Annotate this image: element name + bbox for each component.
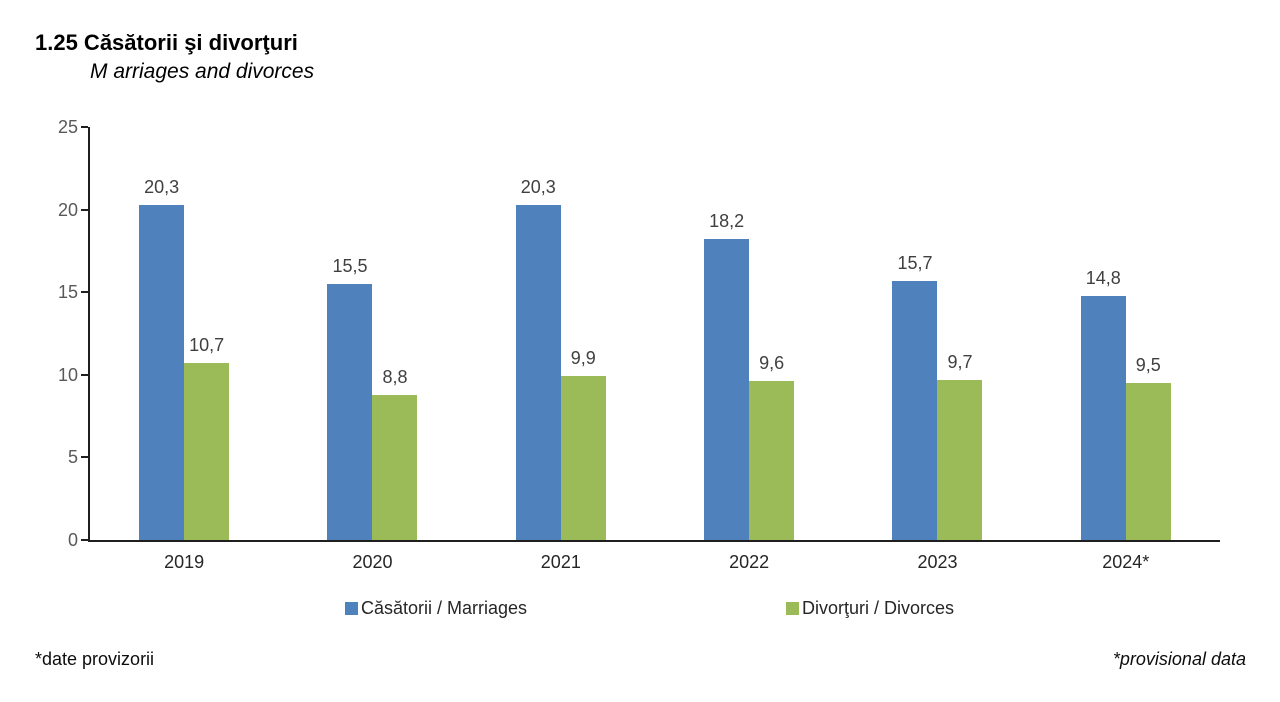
- value-label: 8,8: [382, 366, 408, 387]
- footnote-provisional-ro: *date provizorii: [35, 649, 155, 669]
- y-tick-mark: [81, 539, 88, 541]
- value-label: 14,8: [1085, 267, 1121, 288]
- bar-divorces: 10,7: [184, 335, 230, 540]
- y-tick-mark: [81, 456, 88, 459]
- bar-divorces: 9,9: [560, 348, 606, 540]
- legend: Căsătorii / Marriages Divorţuri / Divorc…: [0, 598, 1280, 622]
- y-tick-mark: [81, 126, 88, 128]
- y-tick-mark: [81, 208, 88, 211]
- bar-divorces: 9,5: [1125, 355, 1171, 540]
- x-tick-label: 2021: [540, 552, 581, 572]
- x-tick-label: 2024*: [1102, 552, 1150, 572]
- value-label: 20,3: [144, 176, 180, 197]
- x-tick-label: 2022: [729, 552, 770, 572]
- bar-marriages: 20,3: [515, 177, 561, 540]
- bar-group: 18,2 9,6 2022: [655, 127, 843, 572]
- footnote-provisional-en: *provisional data: [1112, 649, 1246, 669]
- y-tick-label: 0: [67, 530, 78, 550]
- y-tick-mark: [81, 373, 88, 376]
- legend-label-marriages: Căsătorii / Marriages: [361, 598, 528, 618]
- bar-group: 20,3 10,7 2019: [90, 127, 278, 572]
- bar-divorces: 9,7: [937, 352, 983, 540]
- chart-title: 1.25 Căsătorii şi divorţuri: [35, 30, 298, 55]
- bar-groups: 20,3 10,7 2019 15,5 8,8 2020 20,3 9,9 2021 18,2 9,…: [90, 127, 1220, 572]
- value-label: 9,5: [1135, 355, 1161, 376]
- value-label: 18,2: [709, 211, 745, 232]
- y-tick-label: 5: [67, 447, 78, 468]
- divorces-swatch-icon: [786, 602, 799, 615]
- chart-subtitle: M arriages and divorces: [90, 60, 315, 83]
- marriages-swatch-icon: [345, 602, 358, 615]
- y-tick-mark: [81, 291, 88, 294]
- x-tick-label: 2019: [164, 552, 205, 572]
- bar-marriages: 15,7: [892, 253, 938, 540]
- x-tick-label: 2023: [917, 552, 958, 572]
- value-label: 20,3: [520, 176, 556, 197]
- value-label: 10,7: [189, 335, 225, 356]
- footnotes: *date provizorii *provisional data: [35, 649, 1246, 670]
- bar-divorces: 8,8: [372, 367, 418, 540]
- value-label: 15,7: [897, 252, 933, 273]
- value-label: 9,6: [759, 353, 785, 374]
- y-tick-label: 20: [57, 199, 78, 220]
- legend-item-marriages: Căsătorii / Marriages: [345, 598, 527, 619]
- legend-item-divorces: Divorţuri / Divorces: [786, 598, 954, 619]
- bar-group: 14,8 9,5 2024*: [1032, 127, 1220, 572]
- legend-label-divorces: Divorţuri / Divorces: [802, 598, 955, 618]
- y-tick-label: 10: [57, 364, 78, 385]
- bar-group: 20,3 9,9 2021: [467, 127, 655, 572]
- bar-divorces: 9,6: [749, 353, 795, 540]
- value-label: 15,5: [332, 255, 368, 276]
- value-label: 9,9: [570, 348, 596, 369]
- bar-group: 15,5 8,8 2020: [278, 127, 466, 572]
- plot-area: 20,3 10,7 2019 15,5 8,8 2020 20,3 9,9 2021 18,2 9,…: [58, 117, 1220, 572]
- bar-marriages: 15,5: [327, 256, 373, 540]
- bar-marriages: 18,2: [704, 211, 750, 540]
- y-tick-label: 15: [57, 282, 78, 303]
- bar-group: 15,7 9,7 2023: [843, 127, 1031, 572]
- x-tick-label: 2020: [352, 552, 393, 572]
- value-label: 9,7: [947, 351, 973, 372]
- bar-marriages: 20,3: [139, 177, 185, 540]
- y-tick-label: 25: [57, 117, 78, 137]
- bar-marriages: 14,8: [1080, 268, 1126, 540]
